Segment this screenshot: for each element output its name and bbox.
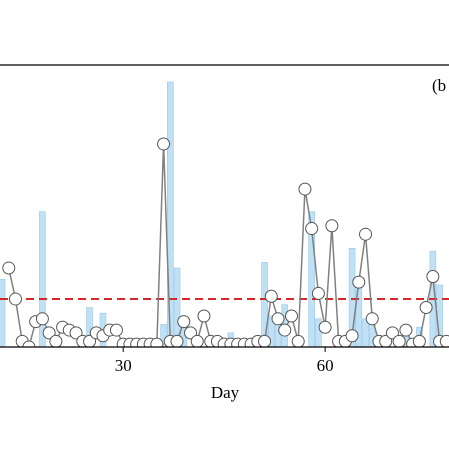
- marker: [8, 292, 22, 306]
- marker: [352, 275, 366, 289]
- marker: [305, 222, 319, 236]
- marker: [69, 326, 83, 340]
- marker: [157, 137, 171, 151]
- marker: [170, 334, 184, 347]
- marker: [399, 323, 413, 337]
- bar: [173, 267, 181, 347]
- marker: [258, 334, 272, 347]
- x-axis-label: Day: [211, 383, 240, 402]
- panel-label: (b: [432, 76, 446, 95]
- marker: [379, 334, 393, 347]
- marker: [311, 286, 325, 300]
- marker: [385, 326, 399, 340]
- marker: [412, 334, 426, 347]
- marker: [365, 312, 379, 326]
- marker: [264, 289, 278, 303]
- marker: [271, 312, 285, 326]
- marker: [2, 261, 16, 275]
- marker: [284, 309, 298, 323]
- marker: [439, 334, 449, 347]
- marker: [190, 334, 204, 347]
- marker: [359, 227, 373, 241]
- bar: [308, 211, 315, 347]
- marker: [197, 309, 211, 323]
- bar: [167, 81, 174, 347]
- bar: [348, 248, 356, 347]
- x-tick-label: 30: [115, 356, 132, 375]
- marker: [291, 334, 305, 347]
- marker: [278, 323, 292, 337]
- marker: [325, 219, 339, 233]
- marker: [49, 334, 63, 347]
- bar: [267, 315, 275, 347]
- marker: [35, 312, 49, 326]
- marker: [109, 323, 123, 337]
- plot-area: [0, 81, 449, 347]
- bar: [39, 211, 46, 347]
- marker: [298, 182, 312, 196]
- bar: [261, 262, 268, 347]
- marker: [42, 326, 56, 340]
- bar: [0, 279, 6, 347]
- bar: [160, 324, 167, 347]
- x-tick-label: 60: [317, 356, 334, 375]
- marker: [184, 326, 198, 340]
- marker: [318, 320, 332, 334]
- marker: [345, 329, 359, 343]
- marker: [22, 340, 36, 347]
- marker: [419, 301, 433, 315]
- marker: [150, 337, 164, 347]
- line: [8, 143, 447, 347]
- marker: [83, 334, 97, 347]
- marker: [392, 334, 406, 347]
- marker: [177, 315, 191, 329]
- marker: [426, 270, 440, 283]
